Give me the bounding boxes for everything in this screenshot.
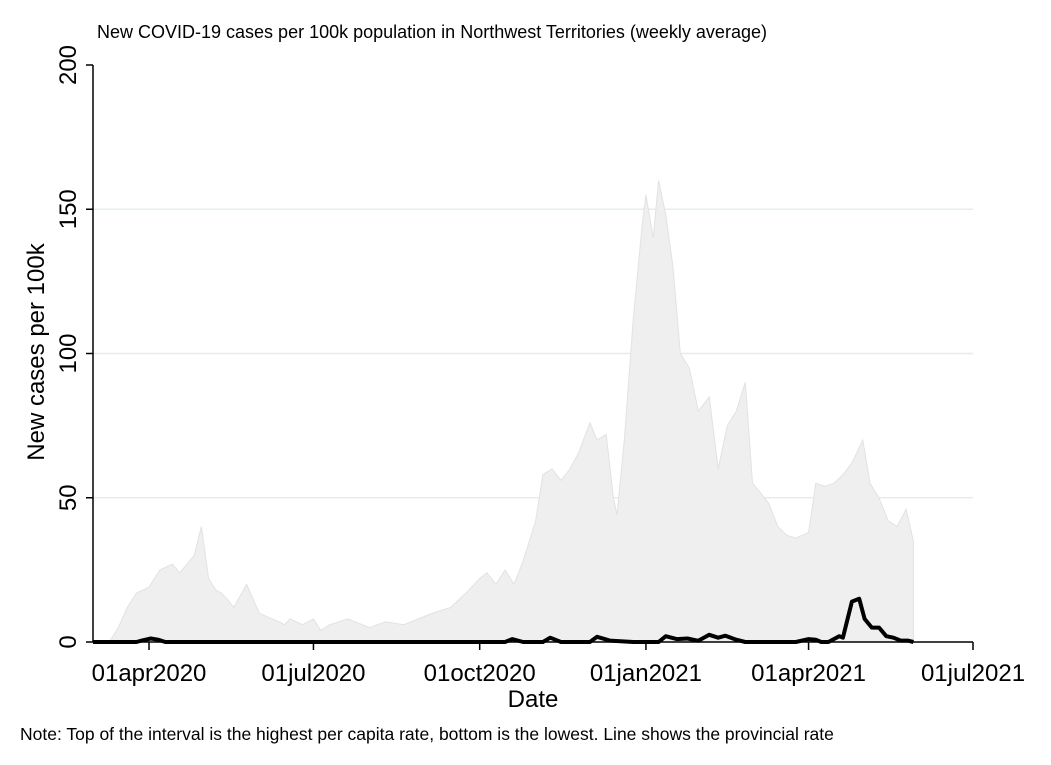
range-band-area: [93, 180, 914, 643]
gridlines: [93, 208, 973, 499]
x-tick-label: 01jul2020: [261, 660, 365, 687]
y-tick-label: 200: [55, 45, 82, 85]
provincial-rate-path: [93, 596, 914, 644]
x-axis-title: Date: [508, 686, 559, 713]
x-tick-label: 01jan2021: [590, 660, 702, 687]
y-tick-label: 150: [55, 189, 82, 229]
range-band: [93, 180, 914, 643]
x-axis-ticks: 01apr2020 01jul2020 01oct2020 01jan2021 01ap…: [92, 642, 1025, 687]
chart-title: New COVID-19 cases per 100k population i…: [97, 22, 767, 42]
y-axis-ticks: 0 50 100 150 200: [55, 45, 93, 649]
y-tick-label: 50: [55, 484, 82, 511]
y-tick-label: 100: [55, 333, 82, 373]
provincial-rate-line: [93, 596, 914, 644]
x-tick-label: 01apr2021: [751, 660, 866, 687]
x-tick-label: 01apr2020: [92, 660, 207, 687]
x-tick-label: 01jul2021: [921, 660, 1025, 687]
y-axis-title: New cases per 100k: [23, 242, 50, 460]
y-tick-label: 0: [55, 635, 82, 648]
chart-note: Note: Top of the interval is the highest…: [20, 724, 834, 744]
x-tick-label: 01oct2020: [424, 660, 536, 687]
